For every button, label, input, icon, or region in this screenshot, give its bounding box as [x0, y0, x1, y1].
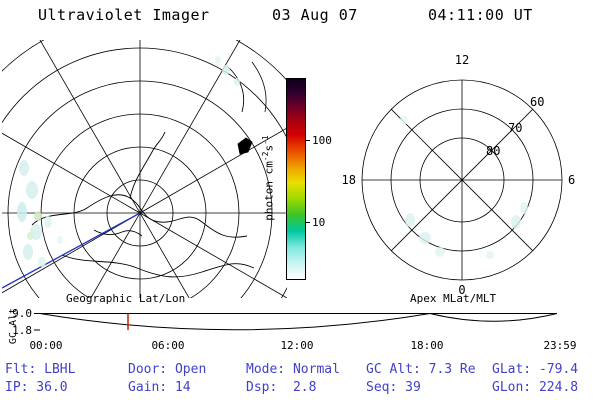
status-glat: GLat: -79.4 [492, 362, 579, 377]
colorbar-tick-label-100: 100 [312, 134, 332, 147]
timeline-ylabel: GC Alt [8, 308, 19, 344]
apex-mlat-mlt-plot: 12 0 18 6 60 70 80 [342, 53, 576, 297]
coastline [31, 131, 255, 278]
status-mode: Mode: Normal [246, 362, 340, 377]
left-plot-caption: Geographic Lat/Lon [66, 292, 186, 305]
xtick-1200: 12:00 [280, 339, 313, 352]
status-glon: GLon: 224.8 [492, 380, 579, 395]
right-plot-caption: Apex MLat/MLT [410, 292, 497, 305]
colorbar-tick-label-10: 10 [312, 216, 326, 229]
geographic-map-plot [2, 40, 287, 298]
status-ip: IP: 36.0 [5, 380, 68, 395]
xtick-1800: 18:00 [410, 339, 443, 352]
status-seq: Seq: 39 [366, 380, 421, 395]
auroral-emission-right [400, 115, 528, 259]
header-date: 03 Aug 07 [272, 6, 358, 24]
status-flt: Flt: LBHL [5, 362, 76, 377]
xtick-0600: 06:00 [151, 339, 184, 352]
gc-alt-timeline: GC Alt 9.0 1.8 00:00 06:00 12:00 18:00 2… [8, 307, 577, 352]
colorbar-tick-100 [305, 140, 310, 141]
app-title: Ultraviolet Imager [38, 6, 210, 24]
terminator-line [2, 212, 141, 289]
mlat-label-70: 70 [508, 121, 522, 135]
mlt-label-12: 12 [455, 53, 469, 67]
mlt-label-6: 6 [568, 173, 575, 187]
xtick-0000: 00:00 [29, 339, 62, 352]
mlt-label-18: 18 [342, 173, 356, 187]
timeline-axis-ticks [34, 313, 40, 331]
colorbar [286, 78, 306, 280]
auroral-emission-left [17, 56, 240, 267]
mlat-label-80: 80 [486, 144, 500, 158]
status-dsp: Dsp: 2.8 [246, 380, 317, 395]
xtick-2359: 23:59 [543, 339, 576, 352]
mlt-label-0: 0 [458, 283, 465, 297]
status-door: Door: Open [128, 362, 207, 377]
ytick-1-8: 1.8 [12, 324, 32, 337]
ytick-9: 9.0 [12, 307, 32, 320]
colorbar-tick-10 [305, 222, 310, 223]
mlat-label-60: 60 [530, 95, 544, 109]
status-gc-alt: GC Alt: 7.3 Re [366, 362, 476, 377]
colorbar-units-label: photon cm-2s-1 [261, 135, 276, 221]
header-time: 04:11:00 UT [428, 6, 533, 24]
status-gain: Gain: 14 [128, 380, 191, 395]
mlt-dial-grid [361, 79, 563, 281]
altitude-curve [39, 313, 558, 331]
